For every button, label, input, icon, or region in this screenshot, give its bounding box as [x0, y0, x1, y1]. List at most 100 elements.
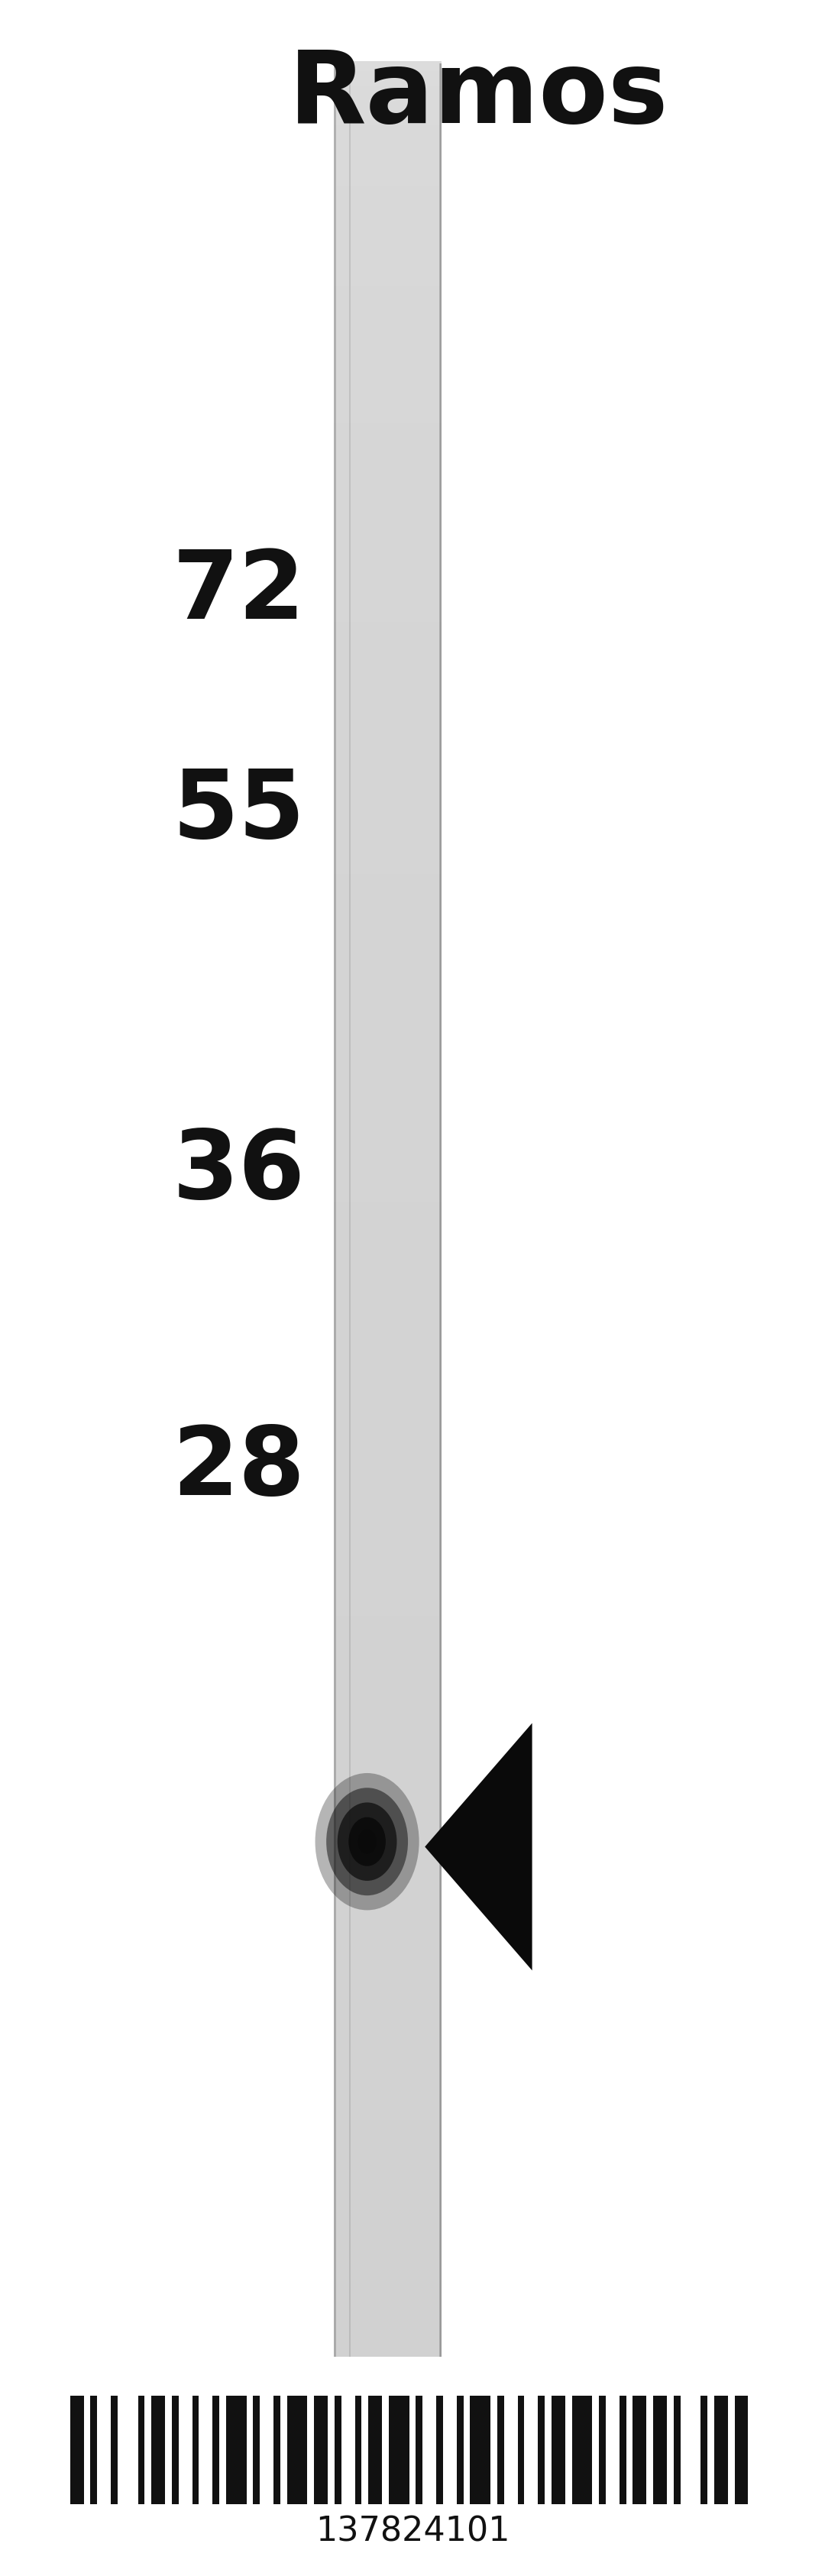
Bar: [334, 2148, 441, 2159]
Bar: [334, 544, 441, 554]
Bar: [334, 621, 441, 631]
Bar: [334, 1087, 441, 1097]
Bar: [440, 64, 441, 2357]
Bar: [334, 1285, 441, 1296]
Bar: [334, 1865, 441, 1875]
Bar: [334, 1589, 441, 1600]
Bar: [334, 2032, 441, 2043]
Bar: [334, 2339, 441, 2349]
Bar: [334, 428, 441, 438]
Bar: [334, 1896, 441, 1906]
Bar: [334, 77, 441, 88]
Bar: [334, 1468, 441, 1479]
Bar: [334, 1651, 441, 1662]
Bar: [334, 574, 441, 585]
Bar: [334, 1131, 441, 1141]
Bar: [334, 1538, 441, 1548]
Bar: [334, 688, 441, 698]
Bar: [334, 1224, 441, 1234]
Bar: [334, 1515, 441, 1525]
Bar: [253, 2396, 260, 2504]
Bar: [599, 2396, 606, 2504]
Bar: [334, 1857, 441, 1868]
Bar: [334, 703, 441, 714]
Bar: [334, 1682, 441, 1692]
Bar: [334, 412, 441, 422]
Bar: [334, 1391, 441, 1401]
Bar: [334, 2164, 441, 2174]
Bar: [334, 276, 441, 286]
Bar: [538, 2396, 544, 2504]
Bar: [334, 1965, 441, 1976]
Bar: [334, 1345, 441, 1355]
Bar: [334, 245, 441, 255]
Bar: [334, 858, 441, 866]
Bar: [334, 1231, 441, 1242]
Bar: [334, 345, 441, 355]
Bar: [334, 613, 441, 623]
Bar: [334, 909, 441, 920]
Bar: [633, 2396, 647, 2504]
Bar: [334, 649, 441, 659]
Bar: [334, 1613, 441, 1623]
Bar: [334, 2172, 441, 2182]
Bar: [334, 1010, 441, 1020]
Bar: [334, 1546, 441, 1553]
Bar: [334, 1996, 441, 2007]
Bar: [334, 466, 441, 477]
Bar: [334, 1803, 441, 1814]
Bar: [334, 435, 441, 446]
Bar: [91, 2396, 97, 2504]
Bar: [334, 2009, 441, 2020]
Bar: [334, 198, 441, 209]
Bar: [334, 1904, 441, 1914]
Bar: [334, 878, 441, 889]
Bar: [334, 842, 441, 853]
Bar: [334, 1605, 441, 1615]
Bar: [334, 206, 441, 216]
Bar: [334, 2156, 441, 2166]
Bar: [334, 513, 441, 523]
Bar: [334, 1958, 441, 1968]
Bar: [70, 2396, 83, 2504]
Bar: [334, 2025, 441, 2035]
Bar: [334, 726, 441, 737]
Bar: [334, 605, 441, 616]
Bar: [334, 392, 441, 402]
Bar: [334, 1100, 441, 1110]
Bar: [334, 1383, 441, 1394]
Bar: [334, 2324, 441, 2334]
Bar: [334, 894, 441, 904]
Bar: [517, 2396, 525, 2504]
Bar: [334, 1713, 441, 1723]
Bar: [334, 1752, 441, 1762]
Bar: [334, 528, 441, 538]
Bar: [334, 1368, 441, 1378]
Bar: [334, 781, 441, 791]
Bar: [334, 1721, 441, 1731]
Bar: [334, 2087, 441, 2097]
Bar: [334, 1337, 441, 1347]
Bar: [213, 2396, 219, 2504]
Bar: [334, 1316, 441, 1324]
Bar: [334, 361, 441, 371]
Bar: [334, 1775, 441, 1783]
Bar: [334, 260, 441, 270]
Bar: [334, 1850, 441, 1860]
Bar: [334, 1193, 441, 1203]
Bar: [334, 1406, 441, 1417]
Bar: [572, 2396, 592, 2504]
Bar: [111, 2396, 118, 2504]
Bar: [334, 1628, 441, 1638]
Bar: [334, 299, 441, 309]
Bar: [334, 520, 441, 531]
Bar: [334, 1123, 441, 1133]
Bar: [334, 551, 441, 562]
Bar: [334, 147, 441, 157]
Bar: [334, 902, 441, 912]
Bar: [334, 2300, 441, 2311]
Bar: [334, 1499, 441, 1510]
Bar: [334, 1880, 441, 1891]
Bar: [369, 2396, 382, 2504]
Bar: [334, 804, 441, 814]
